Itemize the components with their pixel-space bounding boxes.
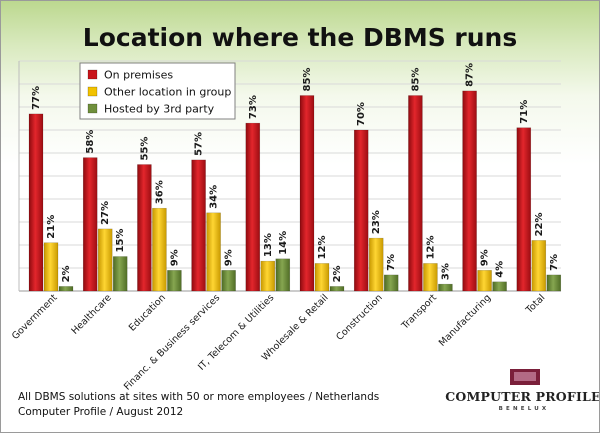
bar-hosted-by-3rd-party-financ-business-services: [221, 270, 236, 292]
bar-hosted-by-3rd-party-construction: [383, 274, 399, 292]
value-label: 21%: [46, 215, 57, 239]
bar-on-premises-financ-business-services: [191, 159, 206, 292]
legend-label-on-premises: On premises: [104, 69, 173, 82]
value-label: 14%: [278, 231, 289, 255]
bar-on-premises-it-telecom-utilities: [245, 122, 261, 292]
bar-on-premises-total: [516, 127, 532, 292]
legend-label-hosted-by-3rd-party: Hosted by 3rd party: [104, 103, 215, 116]
bar-hosted-by-3rd-party-government: [58, 286, 74, 292]
value-label: 34%: [209, 185, 220, 209]
bar-on-premises-government: [28, 113, 44, 292]
value-label: 4%: [495, 261, 506, 278]
category-label-financ-business-services: Financ. & Business services: [122, 292, 222, 392]
logo-name: COMPUTER PROFILE: [445, 389, 599, 404]
bar-on-premises-construction: [353, 129, 369, 292]
bar-hosted-by-3rd-party-it-telecom-utilities: [275, 258, 291, 292]
bar-hosted-by-3rd-party-education: [167, 270, 182, 292]
value-label: 36%: [154, 180, 165, 204]
value-label: 85%: [410, 68, 421, 92]
legend-swatch-other-location-in-group: [87, 86, 98, 97]
bar-on-premises-education: [137, 164, 152, 292]
value-label: 9%: [480, 249, 491, 266]
category-label-manufacturing: Manufacturing: [437, 292, 493, 348]
chart-title: Location where the DBMS runs: [83, 23, 517, 52]
value-label: 15%: [115, 229, 126, 253]
category-label-transport: Transport: [399, 292, 439, 332]
bar-other-location-in-group-manufacturing: [477, 270, 492, 292]
value-label: 12%: [317, 235, 328, 259]
legend-swatch-on-premises: [87, 69, 98, 80]
value-label: 2%: [61, 265, 72, 282]
category-label-total: Total: [523, 292, 547, 316]
bars: [28, 90, 562, 292]
bar-other-location-in-group-financ-business-services: [206, 212, 221, 292]
bar-hosted-by-3rd-party-healthcare: [112, 256, 128, 292]
bar-other-location-in-group-education: [152, 207, 167, 292]
value-label: 77%: [31, 86, 42, 110]
category-label-healthcare: Healthcare: [69, 292, 114, 337]
value-label: 2%: [332, 265, 343, 282]
computer-profile-logo: COMPUTER PROFILE BENELUX: [445, 369, 599, 412]
legend-swatch-hosted-by-3rd-party: [87, 103, 98, 114]
bar-hosted-by-3rd-party-total: [546, 274, 562, 292]
value-label: 7%: [386, 254, 397, 271]
value-labels: 77% 21% 2% 58% 27% 15% 55% 36% 9% 57% 34% 9% 73% 13% 1…: [31, 63, 560, 282]
category-label-government: Government: [10, 292, 60, 342]
category-label-construction: Construction: [334, 292, 385, 343]
bar-on-premises-transport: [408, 95, 423, 292]
logo-sub: BENELUX: [499, 406, 550, 412]
value-label: 73%: [248, 95, 259, 119]
value-label: 13%: [263, 233, 274, 257]
bar-other-location-in-group-transport: [423, 263, 438, 292]
bar-other-location-in-group-healthcare: [97, 228, 113, 292]
bar-hosted-by-3rd-party-manufacturing: [492, 281, 507, 292]
value-label: 22%: [534, 212, 545, 236]
bar-hosted-by-3rd-party-wholesale-retail: [329, 286, 345, 292]
footer-credit: Computer Profile / August 2012: [18, 406, 183, 418]
bar-other-location-in-group-wholesale-retail: [314, 263, 330, 292]
footer-source: All DBMS solutions at sites with 50 or m…: [18, 391, 379, 403]
value-label: 58%: [85, 130, 96, 154]
value-label: 7%: [549, 254, 560, 271]
legend-box: [79, 62, 236, 120]
value-label: 85%: [302, 68, 313, 92]
bar-other-location-in-group-construction: [368, 237, 384, 292]
value-label: 27%: [100, 201, 111, 225]
bar-other-location-in-group-total: [531, 240, 547, 292]
value-label: 57%: [194, 132, 205, 156]
legend-label-other-location-in-group: Other location in group: [104, 86, 231, 99]
bar-on-premises-healthcare: [82, 157, 98, 292]
category-label-education: Education: [127, 292, 168, 333]
value-label: 12%: [425, 235, 436, 259]
legend: On premises Other location in group Hosted…: [79, 62, 236, 120]
bar-other-location-in-group-it-telecom-utilities: [260, 260, 276, 292]
bar-on-premises-manufacturing: [462, 90, 477, 292]
bar-other-location-in-group-government: [43, 242, 59, 292]
bar-hosted-by-3rd-party-transport: [438, 283, 453, 292]
value-label: 3%: [440, 263, 451, 280]
value-label: 23%: [371, 210, 382, 234]
value-label: 71%: [519, 100, 530, 124]
value-label: 55%: [139, 137, 150, 161]
value-label: 70%: [356, 102, 367, 126]
value-label: 9%: [224, 249, 235, 266]
value-label: 9%: [169, 249, 180, 266]
value-label: 87%: [465, 63, 476, 87]
bar-on-premises-wholesale-retail: [299, 95, 315, 292]
